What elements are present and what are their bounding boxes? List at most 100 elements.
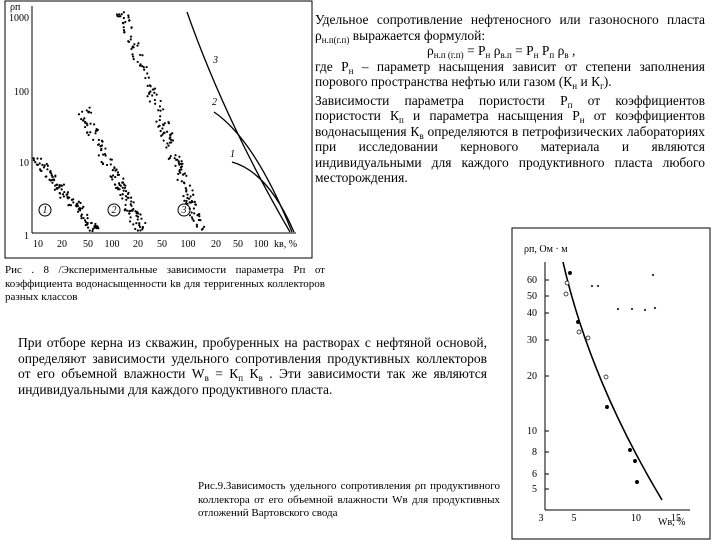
dot [80,118,83,121]
dot [162,131,165,134]
dot [86,221,89,225]
dot [633,459,637,463]
dot [93,123,96,126]
dot [132,223,135,226]
formula: ρн.п (г.п) = Рн ρв.п = Рн Рп ρв , [315,43,705,60]
dot [49,169,52,173]
y-tick-label: 10 [527,426,537,437]
dot [193,200,196,203]
dot [170,138,173,141]
dot [653,306,657,310]
dot [117,182,121,185]
dot [81,110,84,113]
dot [95,227,98,230]
dot [181,162,184,165]
dot [171,132,174,135]
text: ρ [427,43,434,58]
dot [148,100,152,103]
dot [97,154,100,157]
text: Удельное сопротивление нефтеносного или … [315,12,705,43]
dot [138,222,141,225]
text: и К [577,74,601,89]
dot [100,147,103,150]
dot [110,175,113,179]
dot [183,199,186,202]
dot [60,184,63,188]
dot [53,188,56,191]
dot [117,173,121,176]
dot [92,138,95,141]
y-tick-label: 100 [14,87,29,98]
dot [114,183,117,186]
dot [141,64,144,68]
dot [88,106,91,109]
dot [139,53,142,57]
subscript: г [600,81,604,91]
x-tick-label: 20 [211,239,221,250]
dot [114,175,117,179]
text: Зависимости параметра пористости Р [315,92,568,108]
text: где Р [315,58,349,74]
x-tick-label: 100 [254,239,269,250]
dot [89,122,92,125]
dot [66,193,69,196]
dot [141,54,144,57]
dot [153,98,157,102]
dot [148,92,151,95]
curve [231,161,295,233]
x-tick-label: 10 [33,239,43,250]
dot [121,193,124,196]
dot [76,204,80,208]
dot [133,43,136,46]
dot [590,284,594,288]
dot [32,157,35,160]
dot [140,217,143,220]
dot [651,273,655,277]
dot [137,212,140,215]
dot [102,153,105,156]
dot [40,169,43,173]
y-tick-label: 50 [527,291,537,302]
dot [87,110,91,113]
dot [153,87,157,90]
y-tick-label: 5 [532,484,537,495]
dot [146,72,149,75]
dot [159,115,162,118]
dot [68,203,71,206]
y-tick-label: 8 [532,447,537,458]
y-tick-label: 10 [19,158,29,169]
dot [127,196,130,199]
dot [154,102,157,105]
text: ρ [490,43,501,58]
subscript: н [579,115,585,125]
text: – параметр насыщения зависит от степени … [315,58,706,90]
dot [167,122,170,125]
group-circle [177,203,191,217]
dot [54,174,57,177]
x-tick-label: 3 [539,513,544,524]
text: от коэффициентов водонасыщения К [315,108,705,139]
dot [36,157,39,160]
dot [136,60,139,64]
group-label: 3 [181,205,187,216]
dot [132,201,135,204]
dot [157,125,160,128]
dot [32,159,36,162]
dot [112,174,115,177]
dot [130,196,133,199]
dot [178,170,181,173]
text: выражается формулой: [349,27,486,43]
y-tick-label: 1000 [9,13,29,24]
dot [148,84,151,87]
dot [146,84,149,87]
dot [138,223,141,227]
dot [134,210,137,213]
text: , [568,43,576,58]
dot [197,218,200,222]
dot [89,131,92,134]
dot [131,53,134,56]
dot [193,212,196,215]
dot [86,217,89,220]
dot [51,181,54,184]
x-tick-label: 100 [181,239,196,250]
